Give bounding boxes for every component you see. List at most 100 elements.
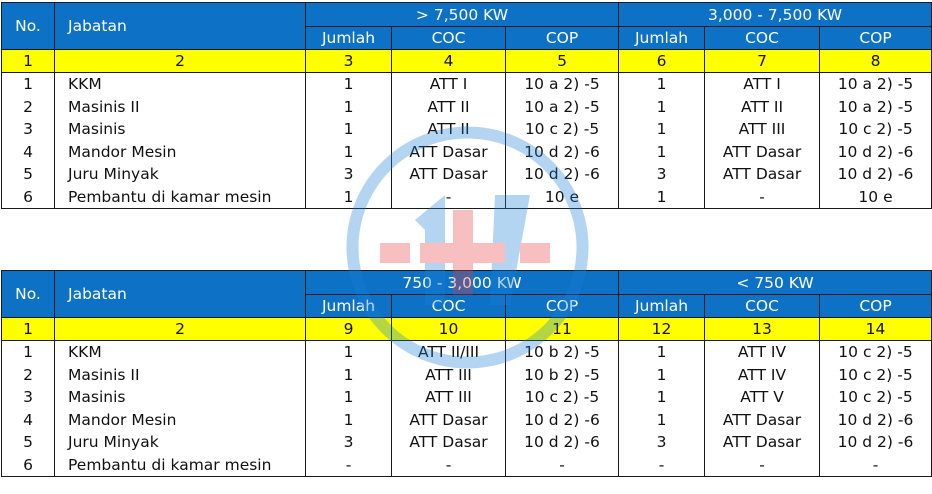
index-cell: 1 bbox=[1, 317, 55, 341]
cell-cop: 10 d 2) -6 bbox=[819, 163, 932, 186]
crew-table-small-engine: No. Jabatan 750 - 3,000 KW < 750 KW Juml… bbox=[1, 270, 932, 477]
table-row: 1 KKM 1 ATT II/III 10 b 2) -5 1 ATT IV 1… bbox=[1, 340, 932, 364]
cell-coc: ATT III bbox=[391, 363, 506, 386]
cell-no: 4 bbox=[1, 408, 55, 431]
cell-jabatan: Juru Minyak bbox=[54, 163, 306, 186]
index-cell: 13 bbox=[704, 317, 820, 341]
index-cell: 10 bbox=[391, 317, 506, 341]
cell-jumlah: 1 bbox=[305, 363, 392, 386]
cell-jumlah: 1 bbox=[305, 72, 392, 96]
cell-no: 2 bbox=[1, 363, 55, 386]
cell-jumlah: 1 bbox=[305, 118, 392, 141]
header-cop: COP bbox=[819, 26, 932, 50]
cell-no: 3 bbox=[1, 386, 55, 409]
cell-jumlah: 1 bbox=[618, 340, 705, 364]
table-row: 1 KKM 1 ATT I 10 a 2) -5 1 ATT I 10 a 2)… bbox=[1, 72, 932, 96]
cell-coc: - bbox=[704, 453, 820, 477]
index-cell: 6 bbox=[618, 49, 706, 73]
cell-no: 4 bbox=[1, 140, 55, 163]
cell-coc: - bbox=[391, 185, 506, 209]
cell-coc: ATT III bbox=[704, 118, 821, 141]
header-coc: COC bbox=[704, 294, 820, 318]
header-jabatan: Jabatan bbox=[54, 270, 306, 318]
index-cell: 4 bbox=[391, 49, 506, 73]
cell-jabatan: Masinis bbox=[54, 386, 306, 409]
cell-cop: 10 c 2) -5 bbox=[504, 118, 620, 141]
header-jumlah: Jumlah bbox=[618, 26, 706, 50]
header-cop: COP bbox=[504, 26, 620, 50]
cell-no: 5 bbox=[1, 431, 55, 454]
cell-jumlah: 1 bbox=[618, 386, 705, 409]
cell-jumlah: 1 bbox=[305, 140, 392, 163]
cell-jumlah: 1 bbox=[618, 95, 706, 118]
index-cell: 7 bbox=[704, 49, 821, 73]
cell-cop: 10 c 2) -5 bbox=[819, 386, 932, 409]
cell-coc: ATT I bbox=[704, 72, 821, 96]
table-row: 4 Mandor Mesin 1 ATT Dasar 10 d 2) -6 1 … bbox=[1, 408, 932, 431]
index-cell: 2 bbox=[54, 317, 306, 341]
cell-cop: 10 a 2) -5 bbox=[819, 72, 932, 96]
index-cell: 2 bbox=[54, 49, 306, 73]
index-cell: 8 bbox=[819, 49, 932, 73]
index-cell: 11 bbox=[505, 317, 619, 341]
header-jumlah: Jumlah bbox=[305, 26, 392, 50]
header-coc: COC bbox=[391, 26, 506, 50]
cell-coc: ATT Dasar bbox=[704, 140, 821, 163]
cell-jumlah: 1 bbox=[305, 340, 392, 364]
table-row: 4 Mandor Mesin 1 ATT Dasar 10 d 2) -6 1 … bbox=[1, 140, 932, 163]
column-index-row: 1 2 9 10 11 12 13 14 bbox=[1, 317, 932, 341]
cell-jumlah: 1 bbox=[305, 185, 392, 209]
table-row: 2 Masinis II 1 ATT II 10 a 2) -5 1 ATT I… bbox=[1, 95, 932, 118]
index-cell: 3 bbox=[305, 49, 392, 73]
cell-jumlah: 1 bbox=[618, 118, 706, 141]
cell-jumlah: 1 bbox=[618, 408, 705, 431]
cell-cop: 10 d 2) -6 bbox=[504, 163, 620, 186]
cell-cop: 10 a 2) -5 bbox=[504, 72, 620, 96]
cell-jabatan: Mandor Mesin bbox=[54, 408, 306, 431]
cell-cop: - bbox=[819, 453, 932, 477]
cell-coc: ATT V bbox=[704, 386, 820, 409]
cell-coc: ATT Dasar bbox=[704, 408, 820, 431]
index-cell: 1 bbox=[1, 49, 55, 73]
cell-coc: ATT II/III bbox=[391, 340, 506, 364]
cell-no: 2 bbox=[1, 95, 55, 118]
cell-coc: ATT II bbox=[704, 95, 821, 118]
cell-cop: 10 c 2) -5 bbox=[819, 118, 932, 141]
header-no: No. bbox=[1, 270, 55, 318]
table-row: 2 Masinis II 1 ATT III 10 b 2) -5 1 ATT … bbox=[1, 363, 932, 386]
cell-no: 3 bbox=[1, 118, 55, 141]
cell-cop: 10 d 2) -6 bbox=[819, 408, 932, 431]
cell-cop: 10 a 2) -5 bbox=[504, 95, 620, 118]
cell-cop: 10 d 2) -6 bbox=[505, 431, 619, 454]
cell-coc: ATT Dasar bbox=[391, 431, 506, 454]
cell-jumlah: 1 bbox=[618, 140, 706, 163]
cell-jumlah: 1 bbox=[618, 363, 705, 386]
cell-cop: 10 b 2) -5 bbox=[505, 340, 619, 364]
cell-coc: ATT Dasar bbox=[391, 408, 506, 431]
index-cell: 5 bbox=[504, 49, 620, 73]
cell-jabatan: Masinis II bbox=[54, 363, 306, 386]
cell-cop: 10 d 2) -6 bbox=[505, 408, 619, 431]
cell-coc: ATT Dasar bbox=[391, 140, 506, 163]
index-cell: 9 bbox=[305, 317, 392, 341]
cell-cop: 10 c 2) -5 bbox=[819, 363, 932, 386]
cell-jabatan: Pembantu di kamar mesin bbox=[54, 453, 306, 477]
cell-jumlah: 1 bbox=[305, 408, 392, 431]
cell-jumlah: 1 bbox=[305, 386, 392, 409]
cell-cop: 10 e bbox=[504, 185, 620, 209]
crew-table-large-engine: No. Jabatan > 7,500 KW 3,000 - 7,500 KW … bbox=[1, 2, 932, 209]
cell-jumlah: 1 bbox=[618, 72, 706, 96]
cell-jabatan: Juru Minyak bbox=[54, 431, 306, 454]
cell-no: 6 bbox=[1, 453, 55, 477]
cell-jumlah: 1 bbox=[618, 185, 706, 209]
cell-cop: 10 c 2) -5 bbox=[819, 340, 932, 364]
index-cell: 14 bbox=[819, 317, 932, 341]
cell-coc: ATT II bbox=[391, 95, 506, 118]
cell-jabatan: KKM bbox=[54, 340, 306, 364]
cell-coc: ATT Dasar bbox=[391, 163, 506, 186]
cell-jumlah: 3 bbox=[305, 163, 392, 186]
cell-cop: 10 e bbox=[819, 185, 932, 209]
cell-coc: ATT IV bbox=[704, 340, 820, 364]
cell-jabatan: KKM bbox=[54, 72, 306, 96]
cell-cop: 10 d 2) -6 bbox=[504, 140, 620, 163]
